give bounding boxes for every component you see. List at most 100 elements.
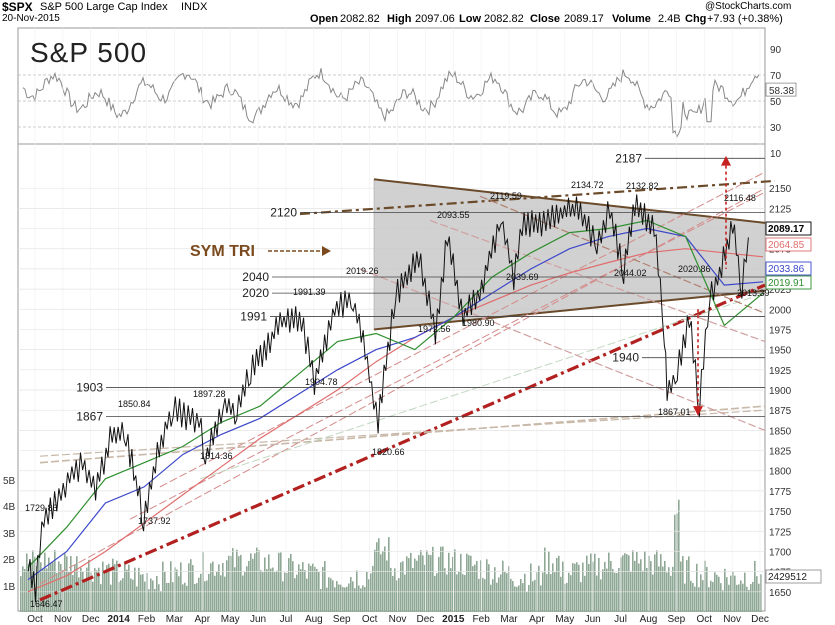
volume-bar xyxy=(80,567,82,612)
volume-bar xyxy=(730,575,732,612)
volume-bar xyxy=(624,553,626,612)
volume-bar xyxy=(198,577,200,612)
level-label-2020: 2020 xyxy=(242,286,269,300)
volume-bar xyxy=(100,584,102,612)
volume-bar xyxy=(740,580,742,612)
volume-bar xyxy=(152,580,154,612)
last-value-label: 2019.91 xyxy=(768,278,805,289)
volume-bar xyxy=(552,563,554,612)
volume-bar xyxy=(702,580,704,612)
volume-bar xyxy=(112,558,114,612)
volume-bar xyxy=(294,578,296,612)
volume-bar xyxy=(744,572,746,612)
volume-bar xyxy=(22,566,24,612)
volume-bar xyxy=(712,581,714,612)
x-tick-label: Aug xyxy=(305,614,323,625)
volume-bar xyxy=(678,499,680,612)
volume-bar xyxy=(560,576,562,612)
volume-bar xyxy=(114,564,116,612)
volume-bar xyxy=(704,560,706,612)
volume-bar xyxy=(616,572,618,612)
rsi-tick-label: 10 xyxy=(770,149,782,160)
volume-bar xyxy=(170,561,172,612)
level-label-1940: 1940 xyxy=(612,351,639,365)
volume-bar xyxy=(676,513,678,612)
volume-bar xyxy=(742,583,744,612)
volume-bar xyxy=(668,567,670,612)
chart-date: 20-Nov-2015 xyxy=(2,13,60,24)
volume-bar xyxy=(44,552,46,612)
volume-bar xyxy=(30,561,32,612)
volume-bar xyxy=(598,557,600,612)
volume-bar xyxy=(440,546,442,612)
x-tick-label: May xyxy=(221,614,240,625)
x-tick-label: Mar xyxy=(500,614,518,625)
price-tick-label: 1700 xyxy=(769,547,792,558)
volume-bar xyxy=(528,584,530,612)
volume-bar xyxy=(230,555,232,612)
volume-bar xyxy=(612,569,614,612)
low-label: Low xyxy=(459,13,481,25)
volume-bar xyxy=(154,589,156,612)
volume-bar xyxy=(434,575,436,612)
volume-bar xyxy=(104,572,106,612)
moving-average-line xyxy=(27,219,764,569)
volume-bar xyxy=(602,569,604,612)
volume-bar xyxy=(156,576,158,612)
volume-bar xyxy=(706,566,708,612)
volume-bar xyxy=(284,572,286,612)
rsi-tick-label: 70 xyxy=(770,71,782,82)
volume-bar xyxy=(710,580,712,612)
volume-bar xyxy=(566,582,568,612)
symbol: $SPX xyxy=(2,0,33,14)
volume-bar xyxy=(38,554,40,612)
volume-bar xyxy=(278,552,280,612)
volume-bar xyxy=(708,587,710,612)
price-tick-label: 2025 xyxy=(769,285,792,296)
volume-bar xyxy=(580,582,582,612)
open-label: Open xyxy=(310,13,339,25)
volume-bar xyxy=(42,568,44,612)
volume-bar xyxy=(24,569,26,612)
volume-bar xyxy=(266,569,268,612)
volume-bar xyxy=(142,574,144,612)
volume-bar xyxy=(360,588,362,612)
price-annotation: 2020.86 xyxy=(678,264,711,274)
moving-average-line xyxy=(27,248,764,593)
price-tick-label: 1800 xyxy=(769,467,792,478)
volume-bar xyxy=(28,563,30,612)
volume-bar xyxy=(124,562,126,612)
high-label: High xyxy=(387,13,412,25)
volume-bar xyxy=(110,584,112,612)
volume-last-value-box xyxy=(765,569,822,584)
volume-bar xyxy=(368,579,370,612)
volume-bar xyxy=(330,578,332,612)
volume-bar xyxy=(660,554,662,612)
volume-bar xyxy=(538,565,540,612)
volume-bar xyxy=(590,553,592,612)
volume-bar xyxy=(670,575,672,612)
volume-bar xyxy=(502,560,504,612)
volume-bar xyxy=(202,552,204,612)
volume-bar xyxy=(268,554,270,612)
volume-bar xyxy=(376,542,378,612)
price-annotation: 2093.55 xyxy=(437,210,470,220)
volume-bar xyxy=(524,573,526,612)
index-name: S&P 500 Large Cap Index xyxy=(40,1,168,13)
volume-bar xyxy=(342,587,344,612)
volume-bar xyxy=(116,560,118,612)
volume-bar xyxy=(316,568,318,612)
volume-bar xyxy=(724,568,726,612)
volume-bar xyxy=(614,572,616,612)
volume-bar xyxy=(272,567,274,612)
volume-bar xyxy=(26,553,28,612)
volume-bar xyxy=(494,567,496,612)
volume-bar xyxy=(510,578,512,612)
volume-bar xyxy=(480,560,482,612)
volume-bar xyxy=(514,586,516,612)
last-value-box xyxy=(765,221,812,236)
price-tick-label: 1925 xyxy=(769,366,792,377)
last-value-box xyxy=(765,275,812,290)
volume-bar xyxy=(424,564,426,612)
volume-bar xyxy=(470,555,472,612)
